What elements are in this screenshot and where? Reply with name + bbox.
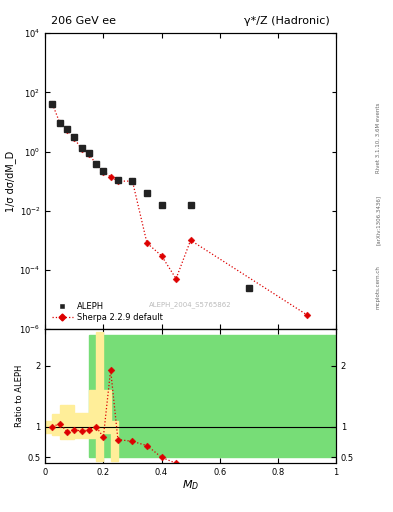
Text: mcplots.cern.ch: mcplots.cern.ch	[376, 265, 380, 309]
Bar	[82, 413, 89, 438]
Bar	[60, 406, 67, 439]
Bar	[45, 420, 53, 433]
Text: 206 GeV ee: 206 GeV ee	[51, 16, 116, 26]
Text: γ*/Z (Hadronic): γ*/Z (Hadronic)	[244, 16, 330, 26]
Bar	[111, 420, 118, 461]
Text: Rivet 3.1.10, 3.6M events: Rivet 3.1.10, 3.6M events	[376, 103, 380, 174]
Bar	[67, 406, 74, 439]
Bar	[89, 335, 336, 457]
Bar	[74, 413, 82, 438]
X-axis label: $M_D$: $M_D$	[182, 479, 199, 493]
Y-axis label: Ratio to ALEPH: Ratio to ALEPH	[15, 365, 24, 428]
Bar	[103, 390, 111, 433]
Bar	[89, 390, 96, 438]
Y-axis label: 1/σ dσ/dM_D: 1/σ dσ/dM_D	[6, 151, 17, 212]
Legend: ALEPH, Sherpa 2.2.9 default: ALEPH, Sherpa 2.2.9 default	[50, 300, 165, 325]
Bar	[96, 332, 103, 461]
Bar	[53, 415, 60, 435]
Text: ALEPH_2004_S5765862: ALEPH_2004_S5765862	[149, 302, 232, 308]
Text: [arXiv:1306.3436]: [arXiv:1306.3436]	[376, 195, 380, 245]
